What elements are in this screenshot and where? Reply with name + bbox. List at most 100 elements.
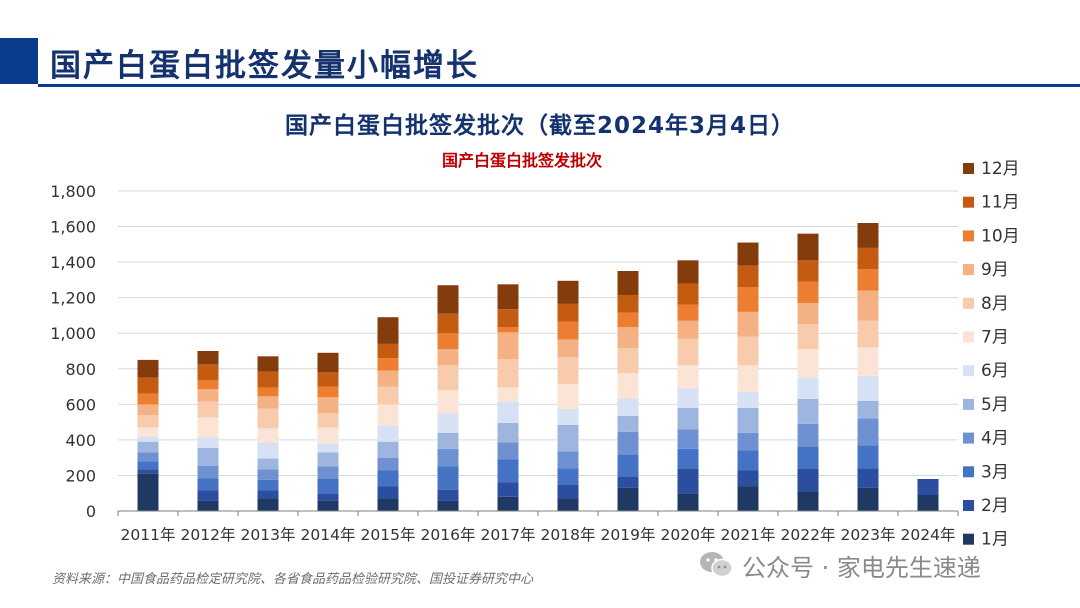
- bar-segment-2016年-8月: [437, 365, 459, 391]
- legend-label: 1月: [981, 530, 1009, 550]
- bar-segment-2012年-7月: [197, 417, 219, 438]
- bar-segment-2023年-4月: [857, 418, 879, 446]
- bar-segment-2014年-9月: [317, 397, 339, 414]
- y-tick-label: 400: [65, 431, 96, 450]
- bar-segment-2012年-4月: [197, 465, 219, 479]
- bar-segment-2021年-9月: [737, 311, 759, 337]
- bar-segment-2021年-7月: [737, 365, 759, 392]
- bar-segment-2020年-2月: [677, 468, 699, 494]
- bar-segment-2022年-2月: [797, 468, 819, 492]
- bar-segment-2012年-5月: [197, 447, 219, 466]
- bar-segment-2015年-3月: [377, 470, 399, 487]
- legend-swatch: [963, 196, 974, 208]
- bar-segment-2011年-5月: [137, 441, 159, 453]
- bar-segment-2021年-8月: [737, 336, 759, 366]
- bar-segment-2023年-9月: [857, 290, 879, 321]
- bar-segment-2019年-3月: [617, 455, 639, 477]
- bar-segment-2013年-2月: [257, 490, 279, 499]
- bar-segment-2021年-10月: [737, 287, 759, 312]
- bar-segment-2015年-5月: [377, 441, 399, 458]
- y-tick-label: 200: [65, 466, 96, 485]
- bar-segment-2018年-9月: [557, 339, 579, 358]
- legend-label: 7月: [981, 328, 1009, 348]
- bar-segment-2024年-2月: [917, 479, 939, 495]
- bar-segment-2018年-7月: [557, 383, 579, 409]
- bar-segment-2015年-10月: [377, 358, 399, 371]
- chart-inner-title: 国产白蛋白批签发批次: [442, 151, 602, 170]
- x-tick-label: 2020年: [661, 526, 716, 544]
- legend-label: 5月: [981, 395, 1009, 415]
- bar-segment-2013年-12月: [257, 356, 279, 372]
- bar-segment-2015年-6月: [377, 425, 399, 442]
- bar-segment-2014年-1月: [317, 500, 339, 511]
- bar-segment-2015年-7月: [377, 404, 399, 426]
- legend-swatch: [963, 365, 974, 377]
- bar-segment-2013年-1月: [257, 498, 279, 511]
- bar-segment-2018年-12月: [557, 280, 579, 304]
- bar-segment-2020年-10月: [677, 304, 699, 321]
- bar-segment-2018年-3月: [557, 468, 579, 485]
- legend-swatch: [963, 466, 974, 478]
- bar-segment-2021年-1月: [737, 486, 759, 511]
- bar-segment-2016年-3月: [437, 466, 459, 490]
- bar-segment-2018年-2月: [557, 484, 579, 499]
- x-axis: 2011年 2012年 2013年 2014年 2015年 2016年 2017年 2018年…: [117, 510, 959, 544]
- x-tick-label: 2021年: [721, 526, 776, 544]
- bar-segment-2022年-12月: [797, 233, 819, 261]
- bar-segment-2023年-3月: [857, 445, 879, 469]
- legend-label: 6月: [981, 361, 1009, 381]
- bar-segment-2012年-2月: [197, 490, 219, 501]
- bar-segment-2019年-10月: [617, 312, 639, 327]
- gridlines: [118, 190, 958, 476]
- bar-segment-2019年-7月: [617, 373, 639, 399]
- legend-swatch: [963, 331, 974, 343]
- bar-segment-2011年-8月: [137, 415, 159, 428]
- bar-segment-2020年-7月: [677, 365, 699, 389]
- y-tick-label: 1,800: [50, 182, 96, 201]
- legend-swatch: [963, 230, 974, 242]
- bar-segment-2020年-8月: [677, 338, 699, 366]
- bar-segment-2020年-12月: [677, 260, 699, 284]
- bar-segment-2011年-3月: [137, 461, 159, 470]
- bar-segment-2021年-6月: [737, 391, 759, 408]
- legend-swatch: [963, 398, 974, 410]
- bar-segment-2019年-12月: [617, 271, 639, 295]
- bar-segment-2022年-5月: [797, 399, 819, 424]
- bar-segment-2017年-12月: [497, 284, 519, 310]
- bar-segment-2017年-7月: [497, 387, 519, 402]
- bar-segment-2013年-8月: [257, 408, 279, 429]
- bar-segment-2015年-12月: [377, 317, 399, 344]
- bar-segment-2013年-7月: [257, 428, 279, 443]
- x-tick-label: 2018年: [541, 526, 596, 544]
- x-tick-label: 2023年: [841, 526, 896, 544]
- bar-segment-2021年-3月: [737, 450, 759, 471]
- bar-segment-2019年-6月: [617, 398, 639, 416]
- bar-segment-2013年-3月: [257, 479, 279, 491]
- bar-segment-2011年-10月: [137, 393, 159, 405]
- x-tick-label: 2019年: [601, 526, 656, 544]
- bar-segment-2016年-2月: [437, 489, 459, 501]
- bar-segment-2017年-8月: [497, 359, 519, 388]
- bar-segment-2023年-5月: [857, 400, 879, 419]
- x-tick-label: 2013年: [241, 526, 296, 544]
- bar-segment-2014年-6月: [317, 443, 339, 453]
- bar-segment-2022年-7月: [797, 349, 819, 378]
- bar-segment-2011年-7月: [137, 427, 159, 437]
- bar-segment-2022年-1月: [797, 491, 819, 511]
- bar-segment-2022年-6月: [797, 377, 819, 399]
- legend-swatch: [963, 500, 974, 511]
- bar-segment-2012年-1月: [197, 500, 219, 511]
- bar-segment-2018年-6月: [557, 408, 579, 425]
- bar-segment-2019年-8月: [617, 348, 639, 374]
- chart-heading: 国产白蛋白批签发批次（截至2024年3月4日）: [284, 113, 796, 139]
- bar-segment-2017年-4月: [497, 442, 519, 460]
- title-accent-bar: [0, 38, 38, 84]
- x-tick-label: 2014年: [301, 526, 356, 544]
- bar-segment-2019年-4月: [617, 431, 639, 455]
- bar-segment-2013年-9月: [257, 396, 279, 409]
- bar-segment-2022年-9月: [797, 303, 819, 325]
- bar-segment-2015年-1月: [377, 498, 399, 511]
- bar-segment-2021年-5月: [737, 407, 759, 433]
- bar-segment-2013年-6月: [257, 442, 279, 459]
- y-tick-label: 1,400: [50, 253, 96, 272]
